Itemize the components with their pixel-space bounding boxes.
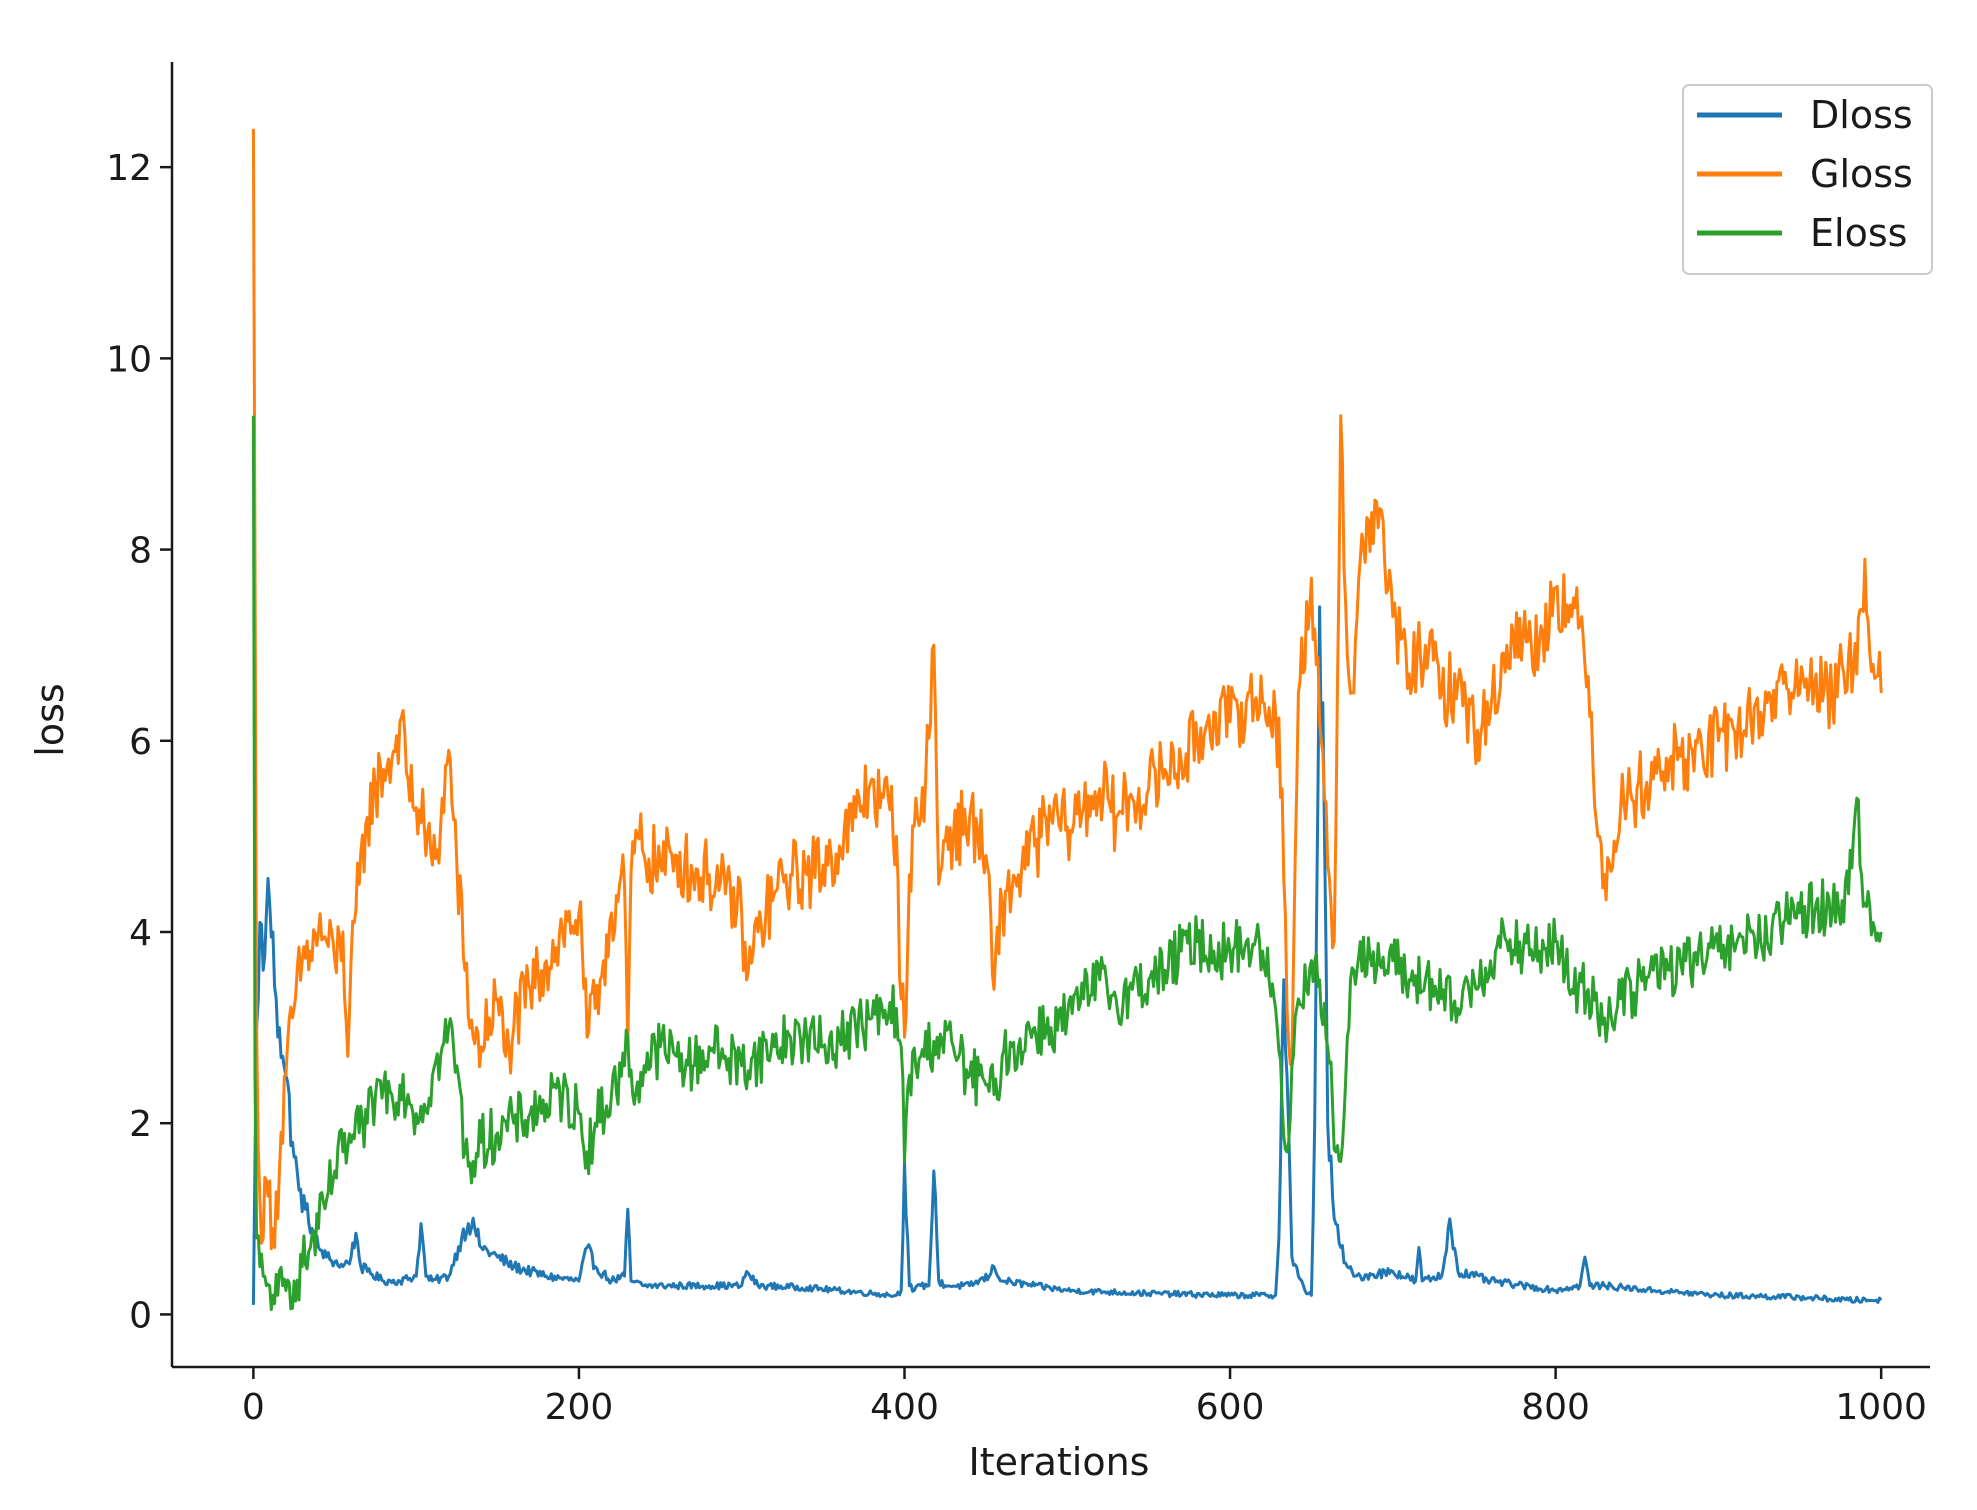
x-tick-label: 800 [1521,1387,1590,1428]
x-tick-label: 1000 [1835,1387,1927,1428]
x-tick-label: 200 [545,1387,614,1428]
legend-label-dloss: Dloss [1810,93,1913,137]
x-tick-label: 400 [870,1387,939,1428]
legend-label-gloss: Gloss [1810,152,1913,196]
y-tick-label: 10 [106,339,152,380]
series-line-gloss [251,128,1883,1251]
y-tick-label: 4 [129,913,152,954]
legend-items: Dloss Gloss Eloss [1697,93,1913,255]
y-tick-label: 6 [129,722,152,763]
y-axis-title: loss [28,683,72,756]
series-group [251,128,1883,1312]
legend: Dloss Gloss Eloss [1682,84,1933,275]
y-tick-label: 12 [106,148,152,189]
y-tick-label: 2 [129,1104,152,1145]
y-axis-ticks: 0 2 4 6 8 10 12 [106,148,172,1336]
x-axis-ticks: 0 200 400 600 800 1000 [242,1367,1927,1428]
y-tick-label: 8 [129,531,152,572]
legend-frame [1682,84,1933,275]
series-line-eloss [251,415,1883,1312]
x-axis-title: Iterations [969,1440,1150,1484]
x-tick-label: 600 [1196,1387,1265,1428]
x-tick-label: 0 [242,1387,265,1428]
series-line-dloss [251,605,1883,1305]
legend-label-eloss: Eloss [1810,211,1907,255]
y-tick-label: 0 [129,1295,152,1336]
